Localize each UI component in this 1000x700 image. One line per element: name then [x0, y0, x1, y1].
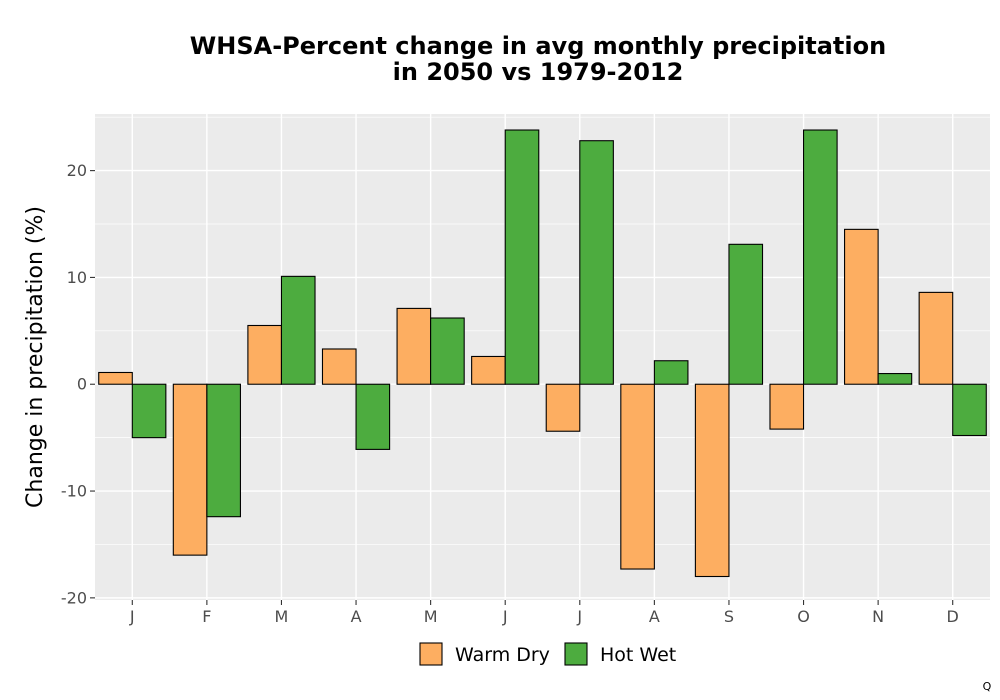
bar-warm-dry: [471, 355, 506, 385]
x-tick-label: A: [351, 607, 362, 626]
bar-hot-wet: [280, 275, 316, 385]
bar-hot-wet: [653, 360, 689, 385]
x-tick-label: J: [502, 607, 508, 626]
bar-hot-wet: [877, 373, 913, 385]
x-tick-label: A: [649, 607, 660, 626]
minor-gridlines: [95, 116, 990, 545]
bar-hot-wet: [579, 140, 614, 385]
x-tick-label: D: [947, 607, 959, 626]
bar-hot-wet: [504, 129, 540, 385]
y-tick-label: 10: [67, 268, 87, 287]
y-tick-label: 0: [77, 375, 87, 394]
legend-key-warm-dry: [419, 642, 443, 666]
y-tick-label: -10: [61, 482, 87, 501]
x-tick-label: O: [797, 607, 810, 626]
x-tick-label: M: [424, 607, 438, 626]
bar-warm-dry: [769, 383, 805, 430]
legend: Warm Dry Hot Wet: [419, 642, 676, 666]
bar-warm-dry: [247, 324, 283, 385]
y-tick-label: 20: [67, 161, 87, 180]
bar-warm-dry: [321, 348, 357, 385]
legend-key-hot-wet: [564, 642, 588, 666]
x-tick-label: J: [129, 607, 135, 626]
bar-warm-dry: [620, 383, 655, 570]
bar-hot-wet: [952, 383, 987, 437]
y-axis: -20 -10 0 10 20: [61, 161, 95, 607]
corner-mark: Q: [983, 680, 992, 693]
bar-warm-dry: [694, 383, 730, 578]
legend-label: Hot Wet: [600, 644, 676, 666]
chart-title-line-1: WHSA-Percent change in avg monthly preci…: [190, 32, 886, 60]
x-tick-label: S: [724, 607, 734, 626]
x-tick-label: J: [576, 607, 582, 626]
bar-hot-wet: [802, 129, 838, 385]
x-tick-label: M: [275, 607, 289, 626]
x-tick-label: F: [202, 607, 211, 626]
x-tick-label: N: [872, 607, 884, 626]
plot-panel: [95, 114, 990, 600]
bar-hot-wet: [728, 243, 764, 385]
bar-warm-dry: [844, 228, 879, 385]
bar-warm-dry: [545, 383, 581, 432]
bar-warm-dry: [172, 383, 208, 556]
bars: [98, 129, 987, 578]
y-axis-label: Change in precipitation (%): [23, 206, 48, 508]
y-tick-label: -20: [61, 588, 87, 607]
bar-warm-dry: [918, 291, 954, 385]
bar-hot-wet: [355, 383, 391, 450]
bar-warm-dry: [396, 307, 432, 385]
bar-hot-wet: [131, 383, 167, 439]
bar-warm-dry: [98, 371, 133, 385]
chart-title-line-2: in 2050 vs 1979-2012: [393, 58, 684, 86]
legend-label: Warm Dry: [455, 644, 550, 666]
bar-hot-wet: [430, 317, 465, 385]
bar-hot-wet: [206, 383, 241, 518]
